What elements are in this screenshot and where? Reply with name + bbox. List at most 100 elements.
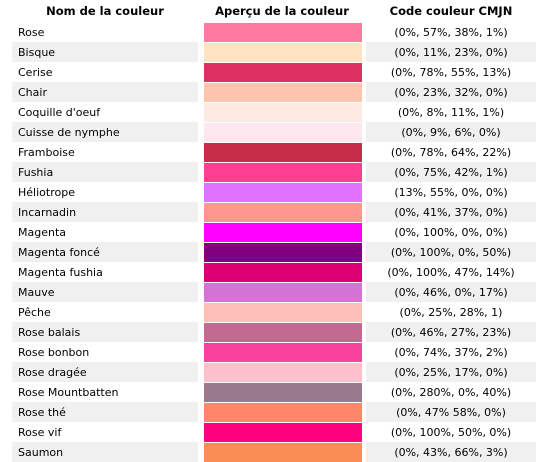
cmyk-code: (0%, 100%, 47%, 14%) [366,262,536,282]
cmyk-code: (0%, 78%, 55%, 13%) [366,62,536,82]
color-preview-cell [198,122,366,142]
table-body: Rose (0%, 57%, 38%, 1%) Bisque (0%, 11%, 23… [12,22,536,462]
table-row: Rose balais (0%, 46%, 27%, 23%) [12,322,536,342]
color-name: Chair [12,82,198,102]
color-swatch [204,22,362,42]
color-swatch [204,282,362,302]
color-preview-cell [198,22,366,42]
cmyk-code: (13%, 55%, 0%, 0%) [366,182,536,202]
color-name: Coquille d'oeuf [12,102,198,122]
table-row: Rose (0%, 57%, 38%, 1%) [12,22,536,42]
color-name: Rose Mountbatten [12,382,198,402]
color-preview-cell [198,242,366,262]
color-swatch [204,302,362,322]
color-swatch [204,242,362,262]
cmyk-code: (0%, 74%, 37%, 2%) [366,342,536,362]
color-preview-cell [198,382,366,402]
color-swatch [204,342,362,362]
table-row: Héliotrope (13%, 55%, 0%, 0%) [12,182,536,202]
color-swatch [204,382,362,402]
cmyk-code: (0%, 46%, 0%, 17%) [366,282,536,302]
color-swatch [204,362,362,382]
color-swatch [204,262,362,282]
table-row: Coquille d'oeuf (0%, 8%, 11%, 1%) [12,102,536,122]
table-row: Bisque (0%, 11%, 23%, 0%) [12,42,536,62]
table-row: Incarnadin (0%, 41%, 37%, 0%) [12,202,536,222]
color-preview-cell [198,42,366,62]
color-swatch [204,222,362,242]
color-name: Fushia [12,162,198,182]
color-name: Mauve [12,282,198,302]
color-name: Rose balais [12,322,198,342]
color-swatch [204,322,362,342]
color-preview-cell [198,142,366,162]
color-name: Pêche [12,302,198,322]
cmyk-code: (0%, 47% 58%, 0%) [366,402,536,422]
color-name: Framboise [12,142,198,162]
cmyk-code: (0%, 11%, 23%, 0%) [366,42,536,62]
color-swatch [204,42,362,62]
header-row: Nom de la couleur Aperçu de la couleur C… [12,0,536,22]
header-code: Code couleur CMJN [389,4,513,18]
cmyk-code: (0%, 9%, 6%, 0%) [366,122,536,142]
cmyk-code: (0%, 23%, 32%, 0%) [366,82,536,102]
color-name: Rose vif [12,422,198,442]
table-row: Rose bonbon (0%, 74%, 37%, 2%) [12,342,536,362]
color-preview-cell [198,162,366,182]
color-swatch [204,182,362,202]
header-name: Nom de la couleur [46,4,164,18]
table-row: Chair (0%, 23%, 32%, 0%) [12,82,536,102]
cmyk-code: (0%, 25%, 17%, 0%) [366,362,536,382]
cmyk-code: (0%, 100%, 0%, 0%) [366,222,536,242]
header-preview: Aperçu de la couleur [215,4,349,18]
cmyk-code: (0%, 8%, 11%, 1%) [366,102,536,122]
color-name: Rose dragée [12,362,198,382]
color-swatch [204,162,362,182]
cmyk-code: (0%, 41%, 37%, 0%) [366,202,536,222]
color-swatch [204,102,362,122]
table-row: Rose dragée (0%, 25%, 17%, 0%) [12,362,536,382]
table-row: Magenta foncé (0%, 100%, 0%, 50%) [12,242,536,262]
table-row: Rose Mountbatten (0%, 280%, 0%, 40%) [12,382,536,402]
color-preview-cell [198,422,366,442]
color-name: Cuisse de nymphe [12,122,198,142]
color-name: Héliotrope [12,182,198,202]
color-name: Incarnadin [12,202,198,222]
color-swatch [204,82,362,102]
table-row: Cuisse de nymphe (0%, 9%, 6%, 0%) [12,122,536,142]
color-preview-cell [198,342,366,362]
table-row: Cerise (0%, 78%, 55%, 13%) [12,62,536,82]
table-row: Magenta fushia (0%, 100%, 47%, 14%) [12,262,536,282]
cmyk-code: (0%, 43%, 66%, 3%) [366,442,536,462]
table-row: Mauve (0%, 46%, 0%, 17%) [12,282,536,302]
table-row: Rose thé (0%, 47% 58%, 0%) [12,402,536,422]
color-preview-cell [198,102,366,122]
color-swatch [204,122,362,142]
table-row: Magenta (0%, 100%, 0%, 0%) [12,222,536,242]
color-preview-cell [198,182,366,202]
color-swatch [204,142,362,162]
cmyk-code: (0%, 46%, 27%, 23%) [366,322,536,342]
color-table: Nom de la couleur Aperçu de la couleur C… [12,0,536,462]
cmyk-code: (0%, 280%, 0%, 40%) [366,382,536,402]
color-preview-cell [198,282,366,302]
color-name: Magenta foncé [12,242,198,262]
color-preview-cell [198,62,366,82]
cmyk-code: (0%, 75%, 42%, 1%) [366,162,536,182]
table-row: Saumon (0%, 43%, 66%, 3%) [12,442,536,462]
color-name: Saumon [12,442,198,462]
table-row: Framboise (0%, 78%, 64%, 22%) [12,142,536,162]
color-name: Bisque [12,42,198,62]
table-row: Pêche (0%, 25%, 28%, 1) [12,302,536,322]
cmyk-code: (0%, 25%, 28%, 1) [366,302,536,322]
cmyk-code: (0%, 100%, 0%, 50%) [366,242,536,262]
color-swatch [204,422,362,442]
cmyk-code: (0%, 57%, 38%, 1%) [366,22,536,42]
color-preview-cell [198,82,366,102]
color-swatch [204,402,362,422]
color-preview-cell [198,402,366,422]
color-preview-cell [198,322,366,342]
color-name: Rose bonbon [12,342,198,362]
table-row: Fushia (0%, 75%, 42%, 1%) [12,162,536,182]
color-preview-cell [198,202,366,222]
